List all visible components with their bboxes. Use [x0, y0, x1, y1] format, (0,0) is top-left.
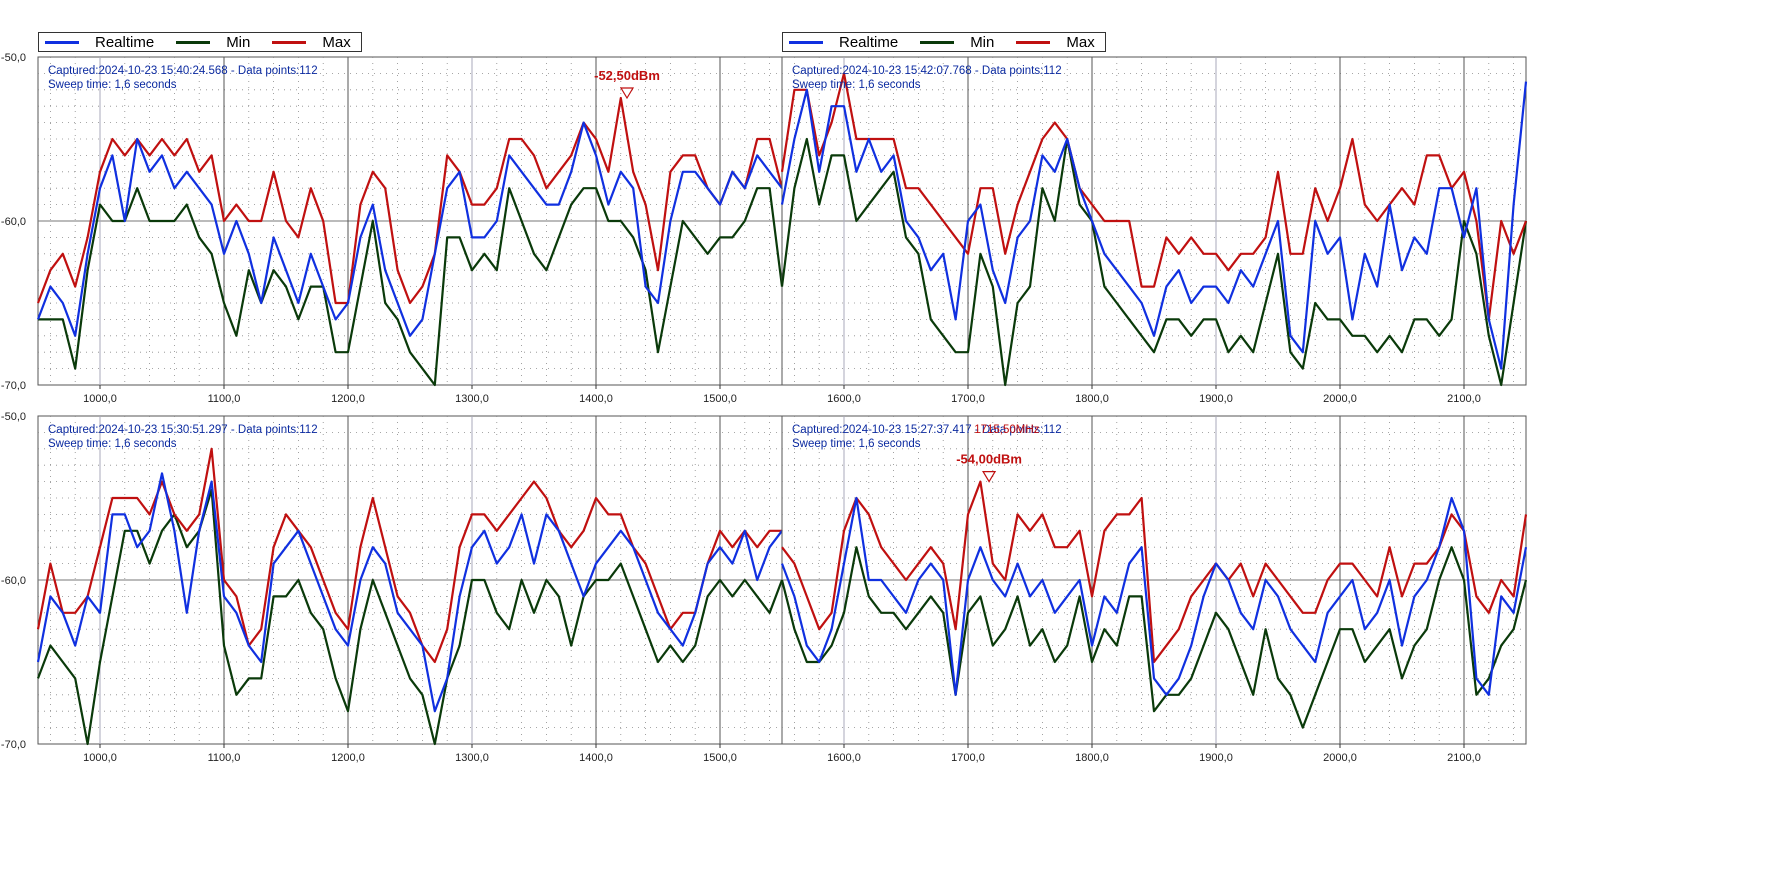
series-line-min [38, 187, 784, 387]
x-tick-label: 1900,0 [1199, 393, 1233, 405]
legend-swatch [789, 40, 823, 44]
series-line-min [780, 137, 1528, 387]
sweep-time-info: Sweep time: 1,6 seconds [792, 438, 921, 450]
peak-value-label: -54,00dBm [956, 452, 1022, 467]
series-line-min [36, 488, 784, 746]
spectrum-panel-1: -50,0 -60,0 -70,0 1000,0 1100,0 1200,0 1300,0 1… [1, 52, 784, 405]
legend-item-realtime: Realtime [45, 34, 154, 51]
capture-info: Captured:2024-10-23 15:30:51.297 - Data … [48, 424, 318, 436]
legend-item-max: Max [272, 33, 351, 51]
x-tick-label: 1600,0 [827, 393, 861, 405]
legend-swatch [45, 40, 79, 44]
x-tick-label: 1800,0 [1075, 752, 1109, 764]
y-tick-label: -70,0 [1, 739, 26, 751]
series-line-min [780, 546, 1528, 729]
spectrum-panel-2: 1600,0 1700,0 1800,0 1900,0 2000,0 2100,0 Capt… [780, 56, 1528, 405]
legend-swatch [176, 40, 211, 44]
series-line-max [781, 480, 1528, 664]
y-tick-label: -50,0 [1, 52, 26, 64]
x-tick-label: 1300,0 [455, 393, 489, 405]
series-line-realtime [780, 496, 1528, 696]
x-tick-label: 1700,0 [951, 393, 985, 405]
marker-frequency-label: 1715,50MHz [974, 424, 1039, 436]
x-tick-label: 1100,0 [208, 752, 241, 764]
x-tick-label: 1700,0 [951, 752, 985, 764]
x-tick-label: 1200,0 [331, 752, 365, 764]
x-tick-label: 1800,0 [1075, 393, 1109, 405]
y-tick-label: -50,0 [1, 411, 26, 423]
x-tick-label: 2100,0 [1447, 393, 1481, 405]
capture-info: Captured:2024-10-23 15:27:37.417 - Data … [792, 424, 1062, 436]
capture-info: Captured:2024-10-23 15:40:24.568 - Data … [48, 65, 318, 77]
spectrum-panel-4: 1600,0 1700,0 1800,0 1900,0 2000,0 2100,0 Capt… [780, 415, 1528, 764]
x-tick-label: 2000,0 [1323, 393, 1357, 405]
x-tick-label: 1200,0 [331, 393, 365, 405]
series-line-realtime [780, 81, 1528, 370]
legend-label: Max [1066, 33, 1095, 51]
x-tick-label: 1400,0 [579, 752, 613, 764]
x-tick-label: 1500,0 [703, 393, 737, 405]
x-tick-label: 1600,0 [827, 752, 861, 764]
legend-swatch [272, 40, 307, 44]
peak-marker-icon [982, 471, 997, 483]
legend-item-max: Max [1016, 33, 1095, 51]
capture-info: Captured:2024-10-23 15:42:07.768 - Data … [792, 65, 1062, 77]
x-tick-label: 1000,0 [83, 752, 117, 764]
legend-item-min: Min [920, 34, 994, 51]
series-line-max [36, 447, 782, 664]
legend-label: Realtime [95, 33, 155, 51]
legend-label: Min [226, 33, 251, 51]
x-tick-label: 1000,0 [83, 393, 117, 405]
legend-label: Max [322, 33, 351, 51]
x-tick-label: 1500,0 [703, 752, 737, 764]
legend-item-realtime: Realtime [789, 34, 898, 51]
series-line-realtime [36, 472, 783, 713]
legend-swatch [920, 40, 955, 44]
sweep-time-info: Sweep time: 1,6 seconds [792, 79, 921, 91]
y-tick-label: -70,0 [1, 380, 26, 392]
series-line-max [36, 96, 784, 305]
x-tick-label: 2100,0 [1447, 752, 1481, 764]
legend-label: Min [970, 33, 995, 51]
y-tick-label: -60,0 [1, 216, 26, 228]
sweep-time-info: Sweep time: 1,6 seconds [48, 438, 177, 450]
legend-right: Realtime Min Max [782, 32, 1106, 52]
series-line-realtime [36, 121, 783, 337]
spectrum-panel-3: -50,0 -60,0 -70,0 1000,0 1100,0 1200,0 1300,0 1… [1, 411, 784, 764]
x-tick-label: 1100,0 [208, 393, 241, 405]
x-tick-label: 1300,0 [455, 752, 489, 764]
sweep-time-info: Sweep time: 1,6 seconds [48, 79, 177, 91]
peak-marker-icon [619, 87, 635, 100]
legend-swatch [1016, 40, 1051, 44]
x-tick-label: 2000,0 [1323, 752, 1357, 764]
x-tick-label: 1900,0 [1199, 752, 1233, 764]
legend-left: Realtime Min Max [38, 32, 362, 52]
peak-value-label: -52,50dBm [594, 68, 660, 83]
y-tick-label: -60,0 [1, 575, 26, 587]
legend-item-min: Min [176, 34, 250, 51]
legend-label: Realtime [839, 33, 899, 51]
series-line-max [780, 72, 1528, 321]
x-tick-label: 1400,0 [579, 393, 613, 405]
